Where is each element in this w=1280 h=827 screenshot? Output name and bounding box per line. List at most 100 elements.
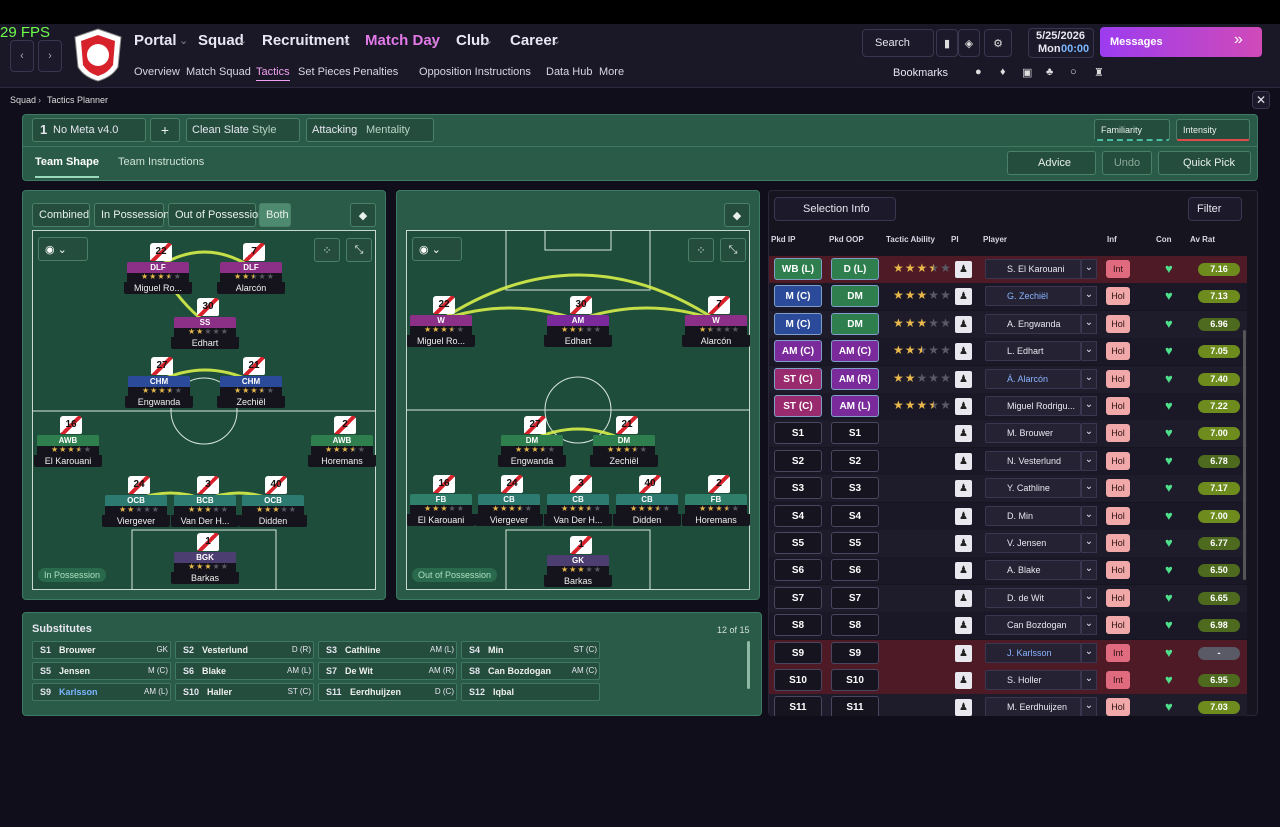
position-button[interactable]: S6	[831, 559, 879, 582]
player-chevron[interactable]: ⌄	[1081, 368, 1097, 389]
pi-button[interactable]: ♟	[955, 480, 972, 498]
pi-button[interactable]: ♟	[955, 617, 972, 635]
main-nav-item[interactable]: Match Day	[365, 32, 441, 49]
position-button[interactable]: S7	[831, 586, 879, 609]
position-button[interactable]: S5	[831, 532, 879, 554]
sub-nav-item[interactable]: Tactics	[256, 66, 290, 81]
pi-button[interactable]: ♟	[955, 699, 972, 716]
sub-row[interactable]	[461, 683, 600, 701]
sub-row[interactable]	[318, 641, 457, 659]
player-select[interactable]	[985, 533, 1081, 553]
mode-button[interactable]: Combined	[32, 203, 90, 227]
player-select[interactable]	[985, 478, 1081, 499]
position-button[interactable]: S6	[774, 559, 822, 582]
sub-nav-item[interactable]: Overview	[134, 66, 180, 78]
close-button[interactable]: ✕	[1252, 91, 1270, 109]
pi-button[interactable]: ♟	[955, 535, 972, 552]
mode-button[interactable]: Both	[259, 203, 291, 227]
sub-row[interactable]	[32, 662, 171, 680]
position-button[interactable]: S5	[774, 532, 822, 554]
player-select[interactable]	[985, 642, 1081, 663]
player-select[interactable]	[985, 368, 1081, 389]
player-chevron[interactable]: ⌄	[1081, 615, 1097, 636]
add-button[interactable]: +	[150, 118, 180, 142]
mentality-select[interactable]	[306, 118, 434, 142]
player-chevron[interactable]: ⌄	[1081, 587, 1097, 608]
search-button[interactable]: Search	[862, 29, 934, 57]
tab[interactable]: Team Shape	[35, 156, 99, 178]
forward-button[interactable]: ›	[38, 40, 62, 72]
main-nav-item[interactable]: Career	[510, 32, 558, 49]
messages-button[interactable]: Messages	[1100, 27, 1262, 57]
position-button[interactable]: S9	[774, 641, 822, 664]
icon-button[interactable]: ⚙	[984, 29, 1012, 57]
position-button[interactable]: S10	[831, 669, 879, 691]
player-chevron[interactable]: ⌄	[1081, 396, 1097, 416]
sub-row[interactable]	[461, 662, 600, 680]
position-button[interactable]: AM (C)	[774, 340, 822, 363]
sub-nav-item[interactable]: Match Squad	[186, 66, 251, 78]
player-chevron[interactable]: ⌄	[1081, 560, 1097, 581]
sub-row[interactable]	[175, 683, 314, 701]
sub-nav-item[interactable]: Set Pieces	[298, 66, 351, 78]
bookmarks[interactable]: Bookmarks	[893, 67, 949, 79]
position-button[interactable]: AM (C)	[831, 340, 879, 363]
filter-button[interactable]: Filter	[1188, 197, 1242, 221]
player-select[interactable]	[985, 560, 1081, 581]
position-button[interactable]: S11	[774, 696, 822, 716]
player-chevron[interactable]: ⌄	[1081, 341, 1097, 362]
pi-button[interactable]: ♟	[955, 507, 972, 525]
position-button[interactable]: S7	[774, 586, 822, 609]
player-chevron[interactable]: ⌄	[1081, 286, 1097, 307]
view-toggle[interactable]: ◉ ⌄	[38, 237, 88, 261]
position-button[interactable]: AM (R)	[831, 367, 879, 390]
position-button[interactable]: S10	[774, 669, 822, 691]
player-select[interactable]	[985, 286, 1081, 307]
main-nav-item[interactable]: Recruitment	[262, 32, 350, 49]
player-select[interactable]	[985, 505, 1081, 526]
player-select[interactable]	[985, 396, 1081, 416]
sub-row[interactable]	[32, 641, 171, 659]
position-button[interactable]: S3	[774, 477, 822, 500]
position-button[interactable]: DM	[831, 312, 879, 335]
player-chevron[interactable]: ⌄	[1081, 642, 1097, 663]
sub-nav-item[interactable]: Penalties	[353, 66, 399, 78]
pi-button[interactable]: ♟	[955, 425, 972, 443]
player-chevron[interactable]: ⌄	[1081, 505, 1097, 526]
sub-nav-item[interactable]: Data Hub	[546, 66, 593, 78]
player-chevron[interactable]: ⌄	[1081, 697, 1097, 716]
panel-icon[interactable]: ◆	[724, 203, 750, 227]
pi-button[interactable]: ♟	[955, 370, 972, 388]
pitch-icon[interactable]: ⤡	[720, 238, 746, 262]
pi-button[interactable]: ♟	[955, 644, 972, 662]
position-button[interactable]: M (C)	[774, 312, 822, 335]
player-chevron[interactable]: ⌄	[1081, 259, 1097, 279]
position-button[interactable]: ST (C)	[774, 395, 822, 417]
undo-button[interactable]: Undo	[1102, 151, 1152, 175]
player-select[interactable]	[985, 450, 1081, 471]
position-button[interactable]: S8	[774, 614, 822, 637]
sub-nav-item[interactable]: More	[599, 66, 625, 78]
position-button[interactable]: S2	[831, 449, 879, 472]
sub-row[interactable]	[175, 662, 314, 680]
player-chevron[interactable]: ⌄	[1081, 478, 1097, 499]
view-toggle[interactable]: ◉ ⌄	[412, 237, 462, 261]
position-button[interactable]: S3	[831, 477, 879, 500]
position-button[interactable]: WB (L)	[774, 258, 822, 280]
advice-button[interactable]: Advice	[1007, 151, 1096, 175]
position-button[interactable]: S11	[831, 696, 879, 716]
position-button[interactable]: S4	[831, 504, 879, 527]
player-select[interactable]	[985, 587, 1081, 608]
quick-pick-button[interactable]: Quick Pick	[1158, 151, 1251, 175]
position-button[interactable]: S4	[774, 504, 822, 527]
player-chevron[interactable]: ⌄	[1081, 533, 1097, 553]
style-select[interactable]	[186, 118, 300, 142]
sub-row[interactable]	[318, 662, 457, 680]
mode-button[interactable]: Out of Possession	[168, 203, 264, 227]
main-nav-item[interactable]: Squad	[198, 32, 244, 49]
pi-button[interactable]: ♟	[955, 261, 972, 278]
sub-row[interactable]	[318, 683, 457, 701]
pi-button[interactable]: ♟	[955, 672, 972, 689]
position-button[interactable]: ST (C)	[774, 367, 822, 390]
position-button[interactable]: AM (L)	[831, 395, 879, 417]
